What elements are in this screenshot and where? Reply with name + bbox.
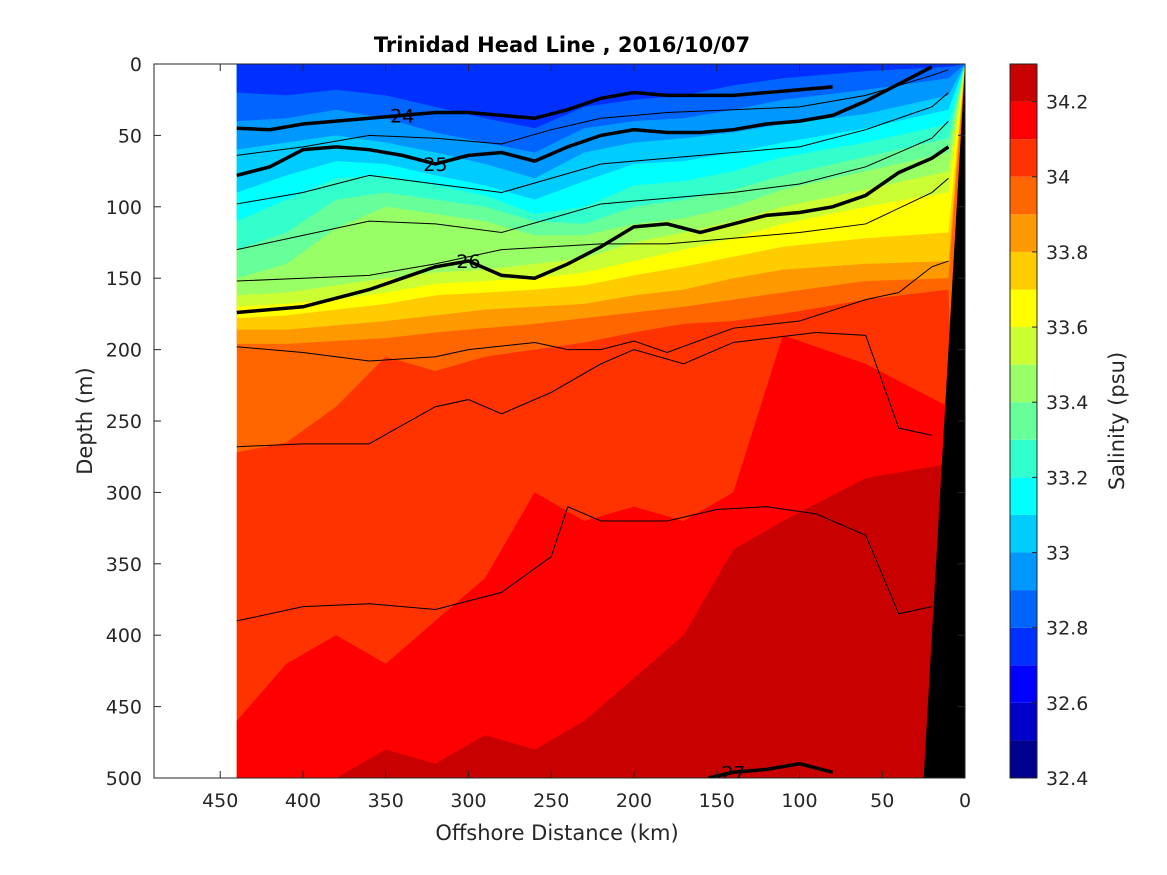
y-axis-label: Depth (m) <box>73 367 97 474</box>
colorbar-swatch-2 <box>1010 665 1037 703</box>
colorbar-tick-label-33.2: 33.2 <box>1046 467 1088 489</box>
density-contour-27 <box>708 761 834 778</box>
y-tick-label-300: 300 <box>106 482 142 504</box>
x-tick-label-400: 400 <box>285 790 321 812</box>
x-axis-ticks: 450 400 350 300 250 200 150 100 50 0 <box>202 64 971 812</box>
density-label-25: 25 <box>423 154 447 176</box>
thin-contour-0 <box>236 69 949 156</box>
density-label-24: 24 <box>390 105 414 127</box>
colorbar-swatch-18 <box>1010 64 1037 102</box>
thin-density-contours <box>236 69 949 622</box>
plot-area: 24 25 26 27 <box>236 64 965 784</box>
colorbar-swatch-6 <box>1010 514 1037 553</box>
colorbar-tick-label-33.8: 33.8 <box>1046 242 1088 264</box>
colorbar-swatch-12 <box>1010 289 1037 328</box>
colorbar-swatch-10 <box>1010 364 1037 403</box>
colorbar-frame <box>1009 63 1038 779</box>
chart-title: Trinidad Head Line , 2016/10/07 <box>374 33 750 57</box>
thin-contour-3 <box>236 177 949 282</box>
density-contour-25 <box>236 65 933 178</box>
x-tick-label-150: 150 <box>699 790 735 812</box>
bathymetry-polygon <box>923 64 965 778</box>
x-tick-label-350: 350 <box>368 790 404 812</box>
x-tick-label-250: 250 <box>533 790 569 812</box>
x-tick-label-200: 200 <box>616 790 652 812</box>
density-contour-24 <box>236 85 833 132</box>
x-tick-label-50: 50 <box>870 790 894 812</box>
thin-contour-6 <box>236 506 933 622</box>
x-tick-label-100: 100 <box>781 790 817 812</box>
colorbar-tick-label-33.4: 33.4 <box>1046 392 1088 414</box>
colorbar-swatch-11 <box>1010 327 1037 365</box>
y-tick-label-0: 0 <box>130 54 142 76</box>
density-label-27: 27 <box>721 762 745 784</box>
x-axis-label: Offshore Distance (km) <box>435 821 678 845</box>
colorbar-tick-label-33.6: 33.6 <box>1046 317 1088 339</box>
y-axis-ticks: 0 50 100 150 200 250 300 350 400 450 500 <box>106 54 965 790</box>
x-tick-label-300: 300 <box>450 790 486 812</box>
colorbar-swatch-15 <box>1010 176 1037 215</box>
colorbar-ticks: 32.4 32.6 32.8 33 33.2 33.4 33.6 33.8 34 34.2 <box>1032 92 1088 790</box>
colorbar-tick-label-32.8: 32.8 <box>1046 618 1088 640</box>
colorbar-tick-label-34: 34 <box>1046 167 1070 189</box>
y-tick-label-50: 50 <box>118 125 142 147</box>
y-tick-label-500: 500 <box>106 768 142 790</box>
colorbar-swatch-7 <box>1010 477 1037 515</box>
colorbar-tick-label-33: 33 <box>1046 543 1070 565</box>
y-tick-label-450: 450 <box>106 697 142 719</box>
salinity-band-32.8 <box>236 64 965 129</box>
colorbar-label: Salinity (psu) <box>1105 352 1129 490</box>
colorbar-swatch-13 <box>1010 251 1037 290</box>
y-tick-label-250: 250 <box>106 411 142 433</box>
colorbar-swatch-3 <box>1010 627 1037 666</box>
colorbar-swatch-1 <box>1010 702 1037 741</box>
y-tick-label-350: 350 <box>106 554 142 576</box>
y-tick-label-400: 400 <box>106 625 142 647</box>
thin-contour-5 <box>236 331 933 448</box>
colorbar-swatch-4 <box>1010 590 1037 628</box>
y-tick-label-100: 100 <box>106 197 142 219</box>
colorbar-swatch-5 <box>1010 552 1037 591</box>
colorbar <box>1010 64 1037 778</box>
colorbar-tick-label-32.4: 32.4 <box>1046 768 1088 790</box>
salinity-band-34.2 <box>236 463 965 778</box>
thin-contour-1 <box>236 92 949 205</box>
labelled-density-contours: 24 25 26 27 <box>236 65 950 784</box>
thin-contour-4 <box>236 260 949 362</box>
colorbar-swatch-14 <box>1010 214 1037 252</box>
bathymetry-shelf <box>923 64 965 778</box>
x-tick-label-450: 450 <box>202 790 238 812</box>
colorbar-swatch-16 <box>1010 139 1037 177</box>
colorbar-swatch-0 <box>1010 740 1037 778</box>
salinity-field <box>236 64 965 778</box>
colorbar-swatch-9 <box>1010 402 1037 440</box>
density-contour-26 <box>236 145 950 315</box>
thin-contour-2 <box>236 120 949 251</box>
colorbar-swatch-8 <box>1010 439 1037 478</box>
x-tick-label-0: 0 <box>959 790 971 812</box>
density-label-26: 26 <box>456 251 480 273</box>
colorbar-tick-label-32.6: 32.6 <box>1046 693 1088 715</box>
colorbar-swatch-17 <box>1010 101 1037 140</box>
y-tick-label-150: 150 <box>106 268 142 290</box>
colorbar-tick-label-34.2: 34.2 <box>1046 92 1088 114</box>
y-tick-label-200: 200 <box>106 340 142 362</box>
